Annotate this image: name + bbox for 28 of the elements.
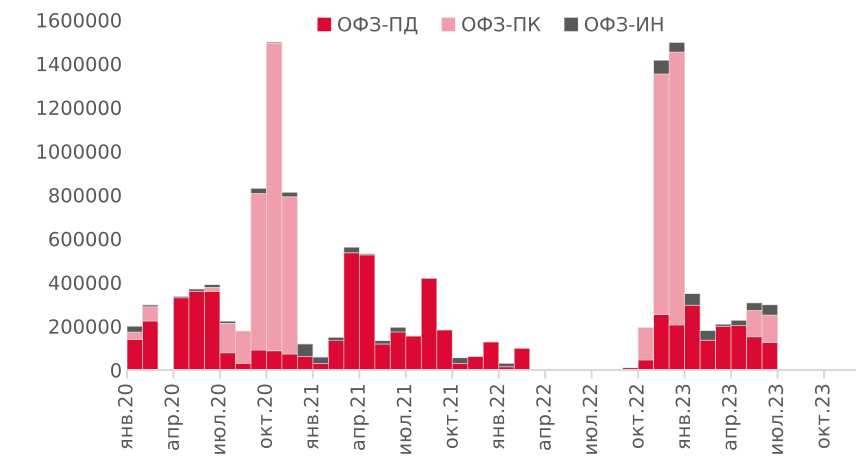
x-tick-label: апр.23	[722, 384, 740, 450]
legend-label: ОФЗ-ПД	[338, 16, 418, 34]
y-tick-label: 0	[111, 362, 121, 378]
y-tick-label: 1400000	[38, 56, 121, 72]
y-tick-label: 1600000	[38, 12, 121, 28]
x-tick-label: янв.23	[676, 384, 690, 449]
y-tick-label: 400000	[48, 275, 121, 290]
y-tick-label: 1000000	[38, 144, 121, 159]
x-tick-label: июл.21	[396, 384, 412, 454]
x-tick-label: янв.21	[304, 384, 318, 449]
legend-label: ОФЗ-ИН	[584, 16, 663, 32]
x-tick-label: апр.21	[350, 384, 369, 450]
y-tick-label: 800000	[49, 188, 121, 203]
y-tick-label: 600000	[49, 232, 121, 246]
x-tick-label: июл.20	[210, 384, 226, 454]
legend-label: ОФЗ-ПК	[462, 16, 541, 32]
x-tick-label: янв.22	[490, 385, 504, 449]
x-tick-label: апр.20	[164, 384, 183, 450]
x-tick-label: окт.20	[257, 384, 272, 448]
x-tick-label: окт.22	[629, 385, 644, 448]
x-tick-label: окт.23	[814, 384, 830, 448]
y-tick-label: 1200000	[38, 100, 121, 116]
x-tick-label: апр.22	[536, 385, 555, 450]
y-tick-label: 200000	[49, 319, 121, 334]
x-tick-label: окт.21	[443, 384, 458, 448]
x-tick-label: июл.23	[768, 384, 784, 454]
x-tick-label: янв.20	[118, 384, 133, 449]
x-tick-label: июл.22	[582, 385, 598, 454]
